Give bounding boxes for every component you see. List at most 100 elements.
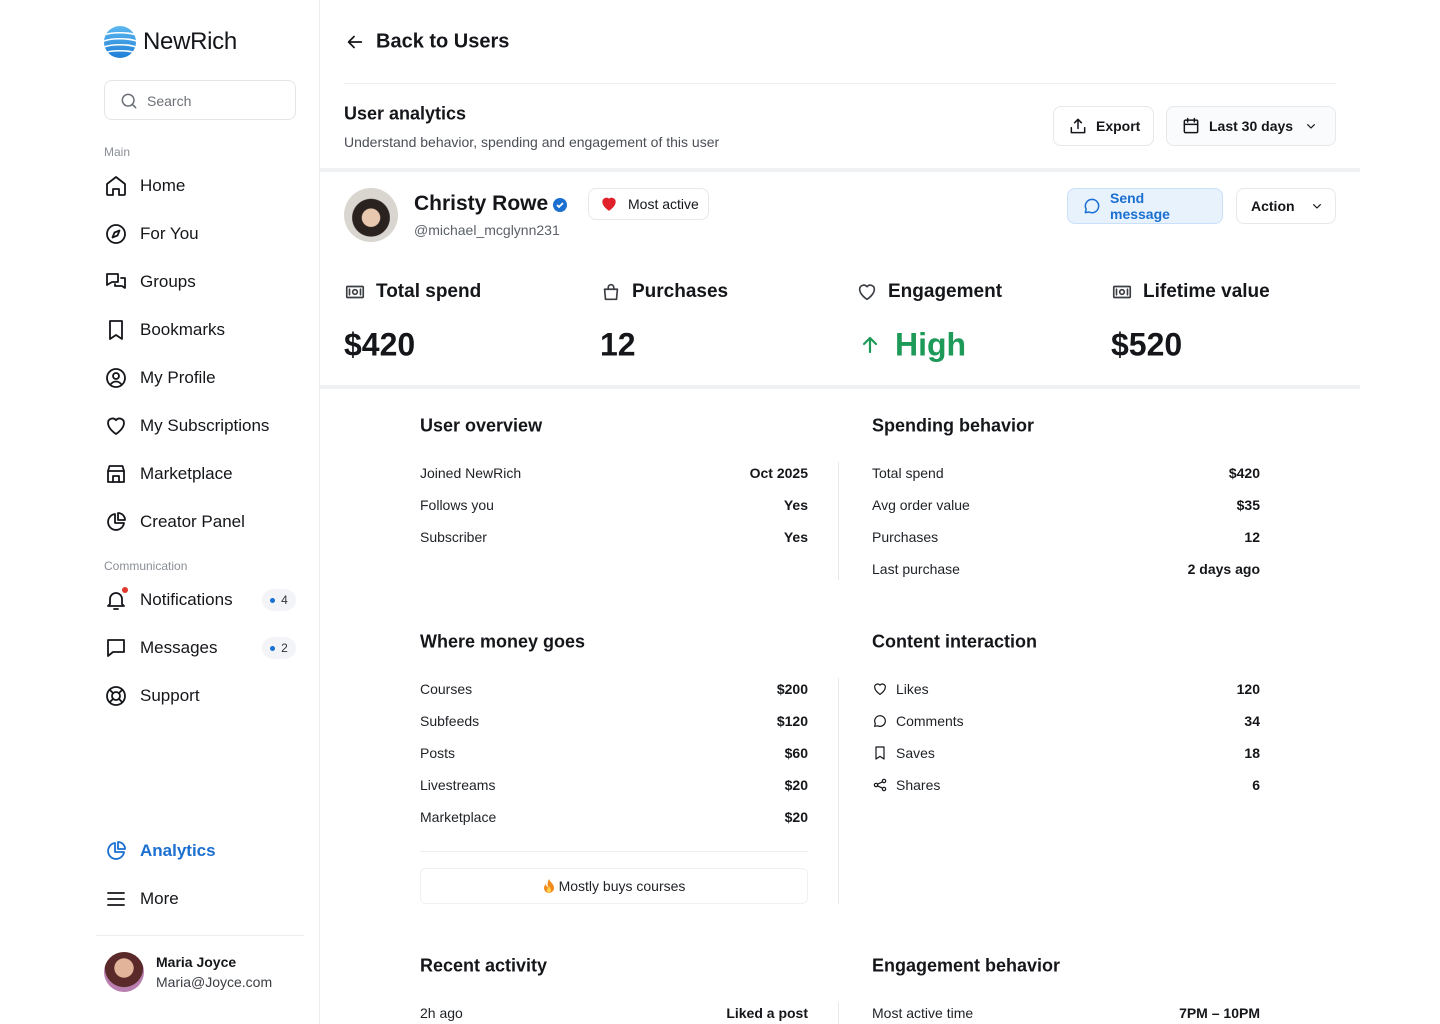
icon: [1181, 116, 1201, 136]
user-avatar: [104, 952, 144, 992]
row-value: $120: [776, 713, 808, 729]
nav-item[interactable]: For You: [140, 224, 199, 243]
stat-label: Lifetime value: [1143, 281, 1270, 302]
nav-item[interactable]: Groups: [140, 272, 196, 291]
row-label: Marketplace: [420, 809, 497, 825]
note-text: Mostly buys courses: [558, 878, 686, 894]
user-name: Maria Joyce: [156, 954, 237, 970]
panel-title: Spending behavior: [872, 415, 1035, 436]
stat-label: Total spend: [376, 281, 482, 302]
icon: [1082, 196, 1102, 216]
stat-value: High: [895, 326, 967, 363]
row-label: Follows you: [420, 497, 494, 513]
row-value: 2 days ago: [1187, 561, 1260, 577]
icon: [104, 588, 128, 612]
stat-label: Purchases: [632, 281, 729, 302]
row-value: 120: [1236, 681, 1260, 697]
icon: [104, 366, 128, 390]
profile-handle: @michael_mcglynn231: [414, 222, 560, 238]
nav-item[interactable]: Analytics: [140, 841, 216, 860]
icon: [104, 270, 128, 294]
section-label: Communication: [104, 559, 188, 573]
status-pill: Most active: [588, 188, 709, 220]
row-label: Subfeeds: [420, 713, 480, 729]
nav-item[interactable]: Creator Panel: [140, 512, 245, 531]
divider: [320, 168, 1360, 172]
row-label: Shares: [896, 777, 941, 793]
divider: [838, 462, 839, 580]
nav-item[interactable]: Home: [140, 176, 186, 195]
fire-icon: [543, 879, 555, 893]
back-link[interactable]: Back to Users: [376, 30, 510, 53]
row-label: Joined NewRich: [420, 465, 522, 481]
send-message-button[interactable]: Send message: [1067, 188, 1223, 224]
logo: [104, 26, 136, 58]
divider: [319, 0, 320, 1024]
export-button[interactable]: Export: [1053, 106, 1154, 146]
icon: [872, 681, 888, 697]
panel-title: Content interaction: [872, 631, 1037, 652]
icon: [104, 636, 128, 660]
row-label: Total spend: [872, 465, 944, 481]
icon: [104, 839, 128, 863]
row-value: 34: [1244, 713, 1260, 729]
nav-item[interactable]: Notifications: [140, 590, 233, 609]
panel-title: Where money goes: [420, 631, 586, 652]
brand: NewRich: [143, 28, 237, 55]
action-button[interactable]: Action: [1236, 188, 1336, 224]
icon: [104, 510, 128, 534]
section-label: Main: [104, 145, 131, 159]
nav-item[interactable]: Bookmarks: [140, 320, 226, 339]
row-value: $35: [1236, 497, 1260, 513]
row-value: Oct 2025: [749, 465, 808, 481]
range-select[interactable]: Last 30 days: [1166, 106, 1336, 146]
icon: [600, 281, 622, 303]
stat-label: Engagement: [888, 281, 1003, 302]
icon: [104, 887, 128, 911]
icon: [104, 174, 128, 198]
row-value: $20: [784, 777, 808, 793]
row-label: Livestreams: [420, 777, 496, 793]
stat-value: $420: [344, 326, 416, 363]
icon: [600, 195, 618, 213]
badge-dot: [270, 597, 276, 603]
icon: [872, 745, 888, 761]
icon: [104, 462, 128, 486]
divider: [344, 83, 1336, 84]
icon: [104, 684, 128, 708]
nav-item[interactable]: Support: [140, 686, 200, 705]
divider: [420, 851, 808, 852]
stat-value: $520: [1111, 326, 1183, 363]
badge-count: 2: [281, 641, 288, 655]
icon: [872, 777, 888, 793]
page-subtitle: Understand behavior, spending and engage…: [344, 134, 720, 150]
row-label: Most active time: [872, 1005, 974, 1021]
nav-item[interactable]: My Subscriptions: [140, 416, 270, 435]
nav-item[interactable]: More: [140, 889, 179, 908]
badge-dot: [270, 645, 276, 651]
nav-item[interactable]: Messages: [140, 638, 218, 657]
row-value: $420: [1228, 465, 1260, 481]
button-label: Send message: [1110, 190, 1170, 222]
icon: [856, 281, 878, 303]
icon: [1309, 198, 1325, 214]
icon: [858, 333, 882, 357]
search-box[interactable]: Search: [104, 80, 296, 120]
profile-avatar: [344, 188, 398, 242]
page-title: User analytics: [344, 103, 467, 124]
pill-label: Most active: [628, 196, 699, 212]
nav-item[interactable]: Marketplace: [140, 464, 233, 483]
user-email: Maria@Joyce.com: [156, 974, 273, 990]
icon: [1111, 281, 1133, 303]
nav-item[interactable]: My Profile: [140, 368, 216, 387]
badge: 4: [262, 589, 296, 611]
row-value: 12: [1244, 529, 1260, 545]
icon: [104, 414, 128, 438]
row-label: Courses: [420, 681, 473, 697]
row-label: Subscriber: [420, 529, 487, 545]
icon[interactable]: [344, 31, 366, 53]
panel-title: Recent activity: [420, 955, 548, 976]
icon: [1303, 118, 1319, 134]
